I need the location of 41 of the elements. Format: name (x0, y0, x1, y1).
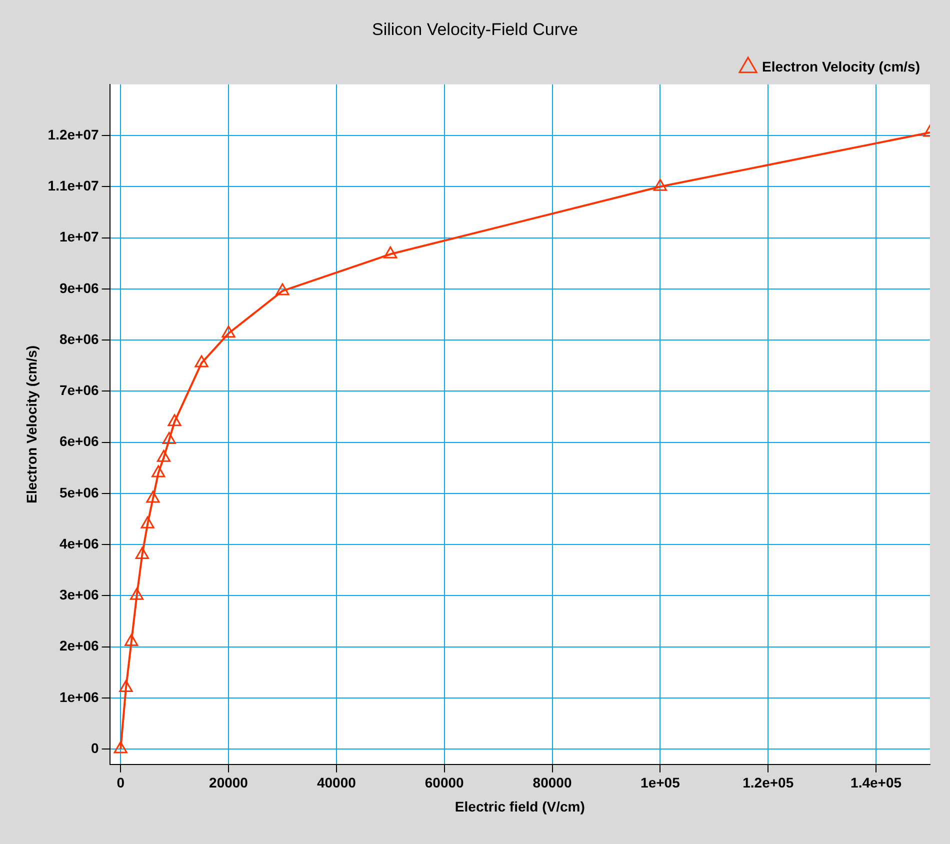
point (222, 326, 236, 338)
point (140, 516, 154, 528)
point (114, 741, 128, 754)
y-tick-label: 2e+06 (59, 638, 99, 654)
y-tick-label: 7e+06 (59, 382, 99, 398)
legend-label: Electron Velocity (cm/s) (762, 58, 920, 74)
y-tick-label: 4e+06 (59, 535, 99, 552)
y-tick-label: 0 (91, 740, 99, 756)
point (146, 490, 160, 503)
y-tick-label: 3e+06 (59, 586, 99, 603)
point (384, 246, 398, 258)
point (152, 465, 166, 478)
x-tick-label: 20000 (209, 774, 248, 791)
point (162, 432, 176, 444)
y-tick-label: 8e+06 (59, 330, 99, 347)
x-tick-label: 1.2e+05 (742, 774, 794, 791)
y-axis-title: Electron Velocity (cm/s) (23, 345, 40, 504)
point (168, 414, 182, 426)
point (130, 588, 144, 600)
y-tick-label: 9e+06 (59, 280, 99, 296)
y-tick-label: 1e+07 (59, 228, 99, 245)
point (135, 547, 149, 560)
point (653, 178, 668, 191)
point (156, 450, 171, 462)
y-tick-label: 1e+06 (59, 688, 99, 705)
point (124, 634, 138, 646)
point (276, 283, 290, 296)
x-tick-label: 1.4e+05 (850, 774, 902, 791)
x-tick-label: 0 (116, 774, 125, 791)
x-tick-label: 60000 (424, 774, 464, 791)
x-tick-label: 40000 (316, 774, 356, 791)
y-tick-label: 6e+06 (59, 433, 99, 450)
x-axis-title: Electric field (V/cm) (454, 798, 585, 814)
chart-title: Silicon Velocity-Field Curve (372, 20, 578, 39)
x-tick-label: 80000 (532, 774, 572, 791)
y-tick-label: 5e+06 (59, 484, 99, 500)
point (119, 680, 133, 692)
point (194, 355, 208, 368)
y-tick-label: 1.2e+07 (48, 126, 100, 142)
y-tick-label: 1.1e+07 (48, 178, 100, 194)
x-tick-label: 1e+05 (640, 774, 680, 791)
